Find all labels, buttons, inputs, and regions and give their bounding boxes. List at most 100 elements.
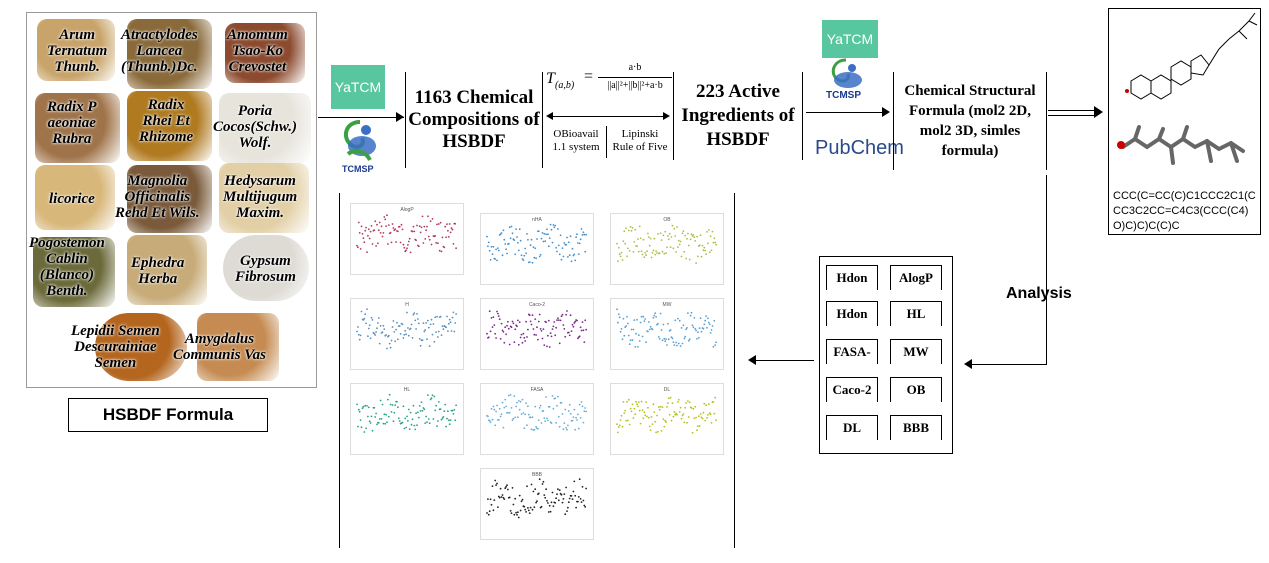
scatter-point <box>440 418 443 421</box>
scatter-point <box>580 228 583 230</box>
scatter-point <box>390 241 393 244</box>
scatter-point <box>442 328 445 331</box>
scatter-point <box>413 230 416 233</box>
scatter-point <box>679 345 682 347</box>
arrow-head <box>748 355 756 365</box>
scatter-point <box>526 233 528 235</box>
scatter-point <box>685 328 687 331</box>
scatter-point <box>645 341 647 344</box>
scatter-point <box>411 230 414 233</box>
scatter-point <box>447 322 450 325</box>
scatter-point <box>697 331 699 334</box>
scatter-point <box>627 419 629 422</box>
arrow-head <box>964 359 972 369</box>
scatter-point <box>567 410 570 412</box>
scatter-point <box>486 235 488 238</box>
scatter-point <box>492 509 495 512</box>
property-cell: BBB <box>890 415 942 440</box>
scatter-point <box>511 320 514 323</box>
scatter-point <box>394 340 397 343</box>
scatter-point <box>617 260 619 262</box>
scatter-point <box>447 410 449 413</box>
scatter-point <box>417 322 420 325</box>
scatter-point <box>667 338 670 341</box>
scatter-point <box>514 253 517 256</box>
formula-numerator: a·b <box>628 62 642 73</box>
scatter-point <box>444 225 447 228</box>
scatter-point <box>491 485 494 487</box>
herb-label-licorice: licorice <box>49 191 95 207</box>
scatter-point <box>658 338 661 340</box>
scatter-point <box>409 327 412 330</box>
scatter-point <box>508 411 511 414</box>
scatter-svg: MW <box>616 302 717 348</box>
scatter-point <box>666 344 668 346</box>
scatter-point <box>543 344 546 346</box>
scatter-point <box>635 400 637 403</box>
scatter-point <box>571 247 574 250</box>
scatter-title: HL <box>404 387 411 393</box>
scatter-title: FASA <box>531 387 544 393</box>
scatter-point <box>556 404 558 407</box>
scatter-point <box>652 316 655 319</box>
scatter-point <box>535 257 537 260</box>
scatter-point <box>671 402 674 404</box>
scatter-point <box>365 427 367 430</box>
scatter-point <box>401 228 404 231</box>
molecule-structure-panel: CCC(C=CC(C)C1CCC2C1(CCC3C2CC=C4C3(CCC(C4… <box>1108 8 1261 235</box>
scatter-point <box>618 316 621 319</box>
scatter-point <box>520 500 523 503</box>
scatter-point <box>712 401 715 403</box>
scatter-point <box>585 233 587 236</box>
scatter-point <box>585 328 587 331</box>
scatter-point <box>369 230 372 233</box>
scatter-point <box>437 336 439 338</box>
scatter-point <box>427 326 430 329</box>
scatter-point <box>627 229 630 232</box>
scatter-point <box>435 242 437 244</box>
structure-3d-drawing <box>1117 125 1245 165</box>
scatter-point <box>387 398 389 401</box>
scatter-point <box>692 407 695 410</box>
scatter-point <box>647 406 649 409</box>
arrow-herbs-to-db <box>318 117 404 118</box>
hsbdf-formula-label: HSBDF Formula <box>68 398 268 432</box>
scatter-point <box>487 498 489 500</box>
scatter-point <box>367 406 370 409</box>
scatter-point <box>422 322 425 324</box>
scatter-point <box>670 419 673 422</box>
scatter-point <box>384 422 387 425</box>
scatter-point <box>507 488 509 491</box>
scatter-point <box>647 416 650 419</box>
scatter-point <box>376 327 378 330</box>
scatter-point <box>439 408 442 410</box>
scatter-point <box>532 490 535 493</box>
scatter-point <box>371 429 374 432</box>
scatter-point <box>566 428 568 431</box>
scatter-point <box>633 241 636 243</box>
scatter-point <box>687 416 690 418</box>
scatter-point <box>536 326 538 329</box>
scatter-point <box>532 246 535 248</box>
scatter-point <box>406 311 408 314</box>
scatter-point <box>632 250 635 253</box>
scatter-point <box>585 487 587 490</box>
scatter-point <box>452 413 455 415</box>
scatter-point <box>659 405 662 408</box>
scatter-point <box>555 326 557 329</box>
scatter-point <box>405 426 407 429</box>
scatter-point <box>696 338 698 340</box>
scatter-point <box>542 328 545 330</box>
scatter-point <box>677 398 680 401</box>
scatter-point <box>667 402 669 405</box>
scatter-point <box>405 249 407 252</box>
scatter-point <box>713 237 716 240</box>
scatter-point <box>708 323 711 326</box>
scatter-point <box>644 318 647 320</box>
scatter-point <box>555 421 557 424</box>
scatter-point <box>558 489 561 492</box>
scatter-point <box>490 245 493 248</box>
scatter-point <box>558 425 561 428</box>
scatter-point <box>374 220 377 223</box>
scatter-point <box>557 499 560 502</box>
